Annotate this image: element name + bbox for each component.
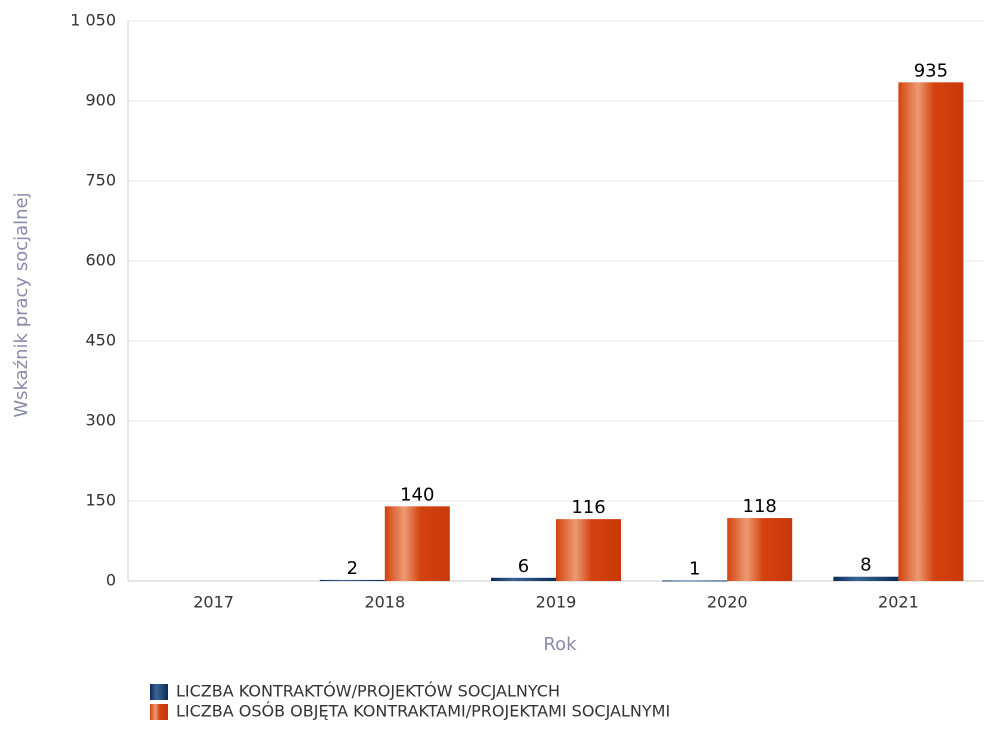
x-axis-title: Rok	[543, 634, 577, 655]
y-tick-label: 750	[85, 171, 116, 190]
value-label: 116	[571, 497, 605, 518]
value-label: 935	[914, 60, 948, 81]
bar	[491, 577, 556, 581]
y-tick-label: 600	[85, 251, 116, 270]
legend-label: LICZBA OSÓB OBJĘTA KONTRAKTAMI/PROJEKTAM…	[176, 702, 670, 721]
x-tick-label: 2020	[707, 593, 748, 612]
value-label: 140	[400, 484, 434, 505]
y-tick-label: 1 050	[70, 11, 116, 30]
legend-swatch	[150, 704, 168, 720]
bar	[319, 579, 385, 581]
legend-label: LICZBA KONTRAKTÓW/PROJEKTÓW SOCJALNYCH	[176, 682, 560, 701]
bar	[662, 580, 728, 582]
legend-swatch	[150, 684, 168, 700]
x-tick-label: 2021	[878, 593, 919, 612]
x-tick-label: 2018	[364, 593, 405, 612]
x-tick-label: 2017	[193, 593, 234, 612]
y-tick-label: 0	[106, 571, 116, 590]
y-tick-label: 300	[85, 411, 116, 430]
y-tick-label: 450	[85, 331, 116, 350]
bar	[384, 506, 450, 581]
value-label: 2	[347, 558, 358, 579]
x-tick-label: 2019	[536, 593, 577, 612]
value-label: 6	[518, 556, 529, 577]
value-label: 1	[689, 558, 700, 579]
bar	[833, 576, 899, 581]
y-tick-label: 150	[85, 491, 116, 510]
y-axis-title: Wskaźnik pracy socjalnej	[11, 192, 32, 417]
value-label: 118	[743, 496, 777, 517]
bar	[898, 82, 964, 581]
bar	[556, 519, 621, 581]
bar	[727, 518, 793, 581]
value-label: 8	[860, 555, 871, 576]
y-tick-label: 900	[85, 91, 116, 110]
